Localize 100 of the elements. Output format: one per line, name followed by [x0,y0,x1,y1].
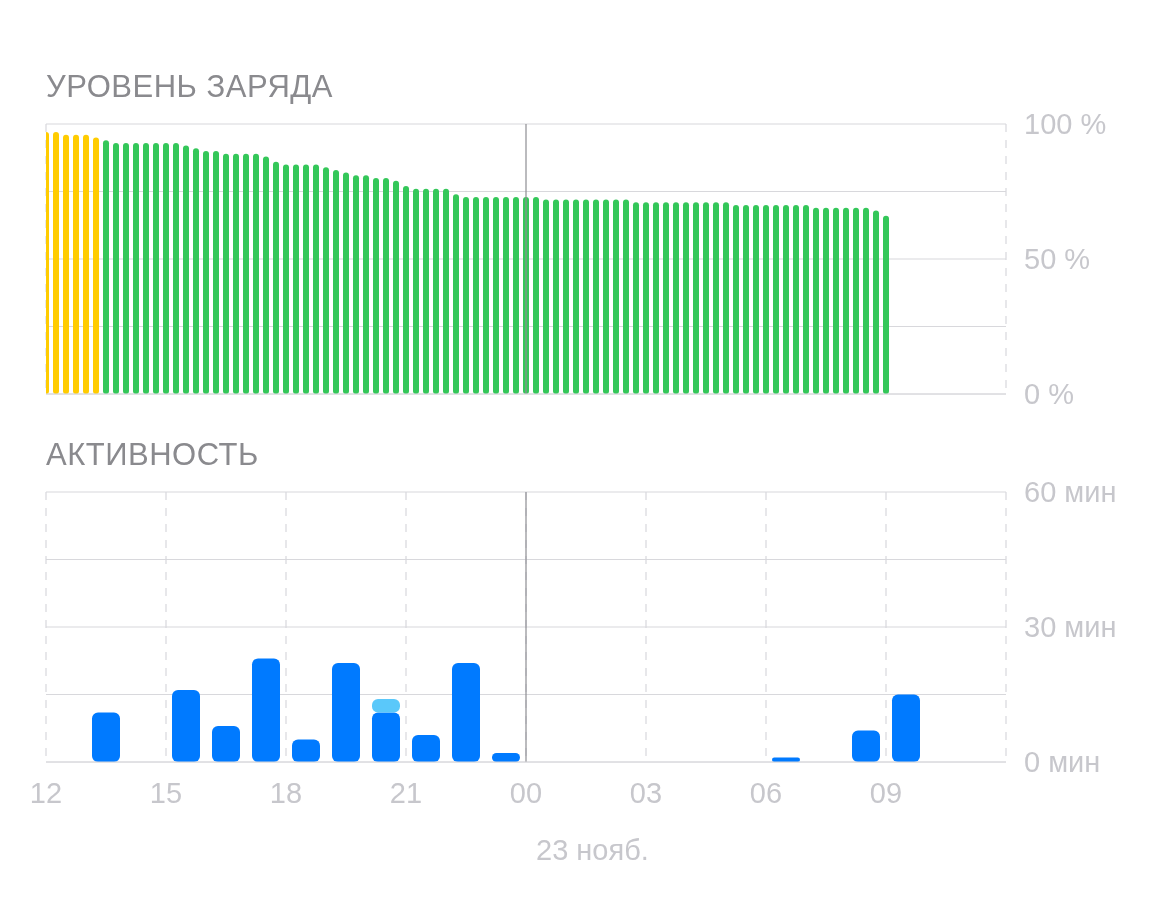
bar [133,142,139,394]
bar [803,205,809,394]
bar [793,205,799,394]
bar [213,151,219,394]
bar [553,199,559,394]
bar [303,164,309,394]
bar [383,178,389,394]
chart-title: УРОВЕНЬ ЗАРЯДА [46,68,334,106]
bar [703,202,709,394]
bar [463,196,469,394]
bar [483,196,489,394]
bar [823,207,829,394]
bar [203,151,209,394]
bar [593,199,599,394]
bar [723,202,729,394]
x-tick-label: 00 [509,776,543,809]
bar [113,142,119,394]
bar [93,137,99,394]
bar [533,196,539,394]
bar [423,188,429,394]
bar [503,196,509,394]
bar [883,215,889,394]
bar [643,202,649,394]
bar [453,194,459,394]
bar [263,156,269,394]
y-tick-label: 100 % [1024,108,1107,141]
bar [373,178,379,394]
bar [763,205,769,394]
bar [313,164,319,394]
x-tick-label: 15 [149,776,183,809]
bar [563,199,569,394]
bar [153,142,159,394]
bar [753,205,759,394]
bar [623,199,629,394]
bar [283,164,289,394]
bar [353,175,359,394]
bar [743,205,749,394]
x-tick-label: 21 [389,776,423,809]
bar [273,161,279,394]
x-tick-label: 12 [29,776,63,809]
bar [573,199,579,394]
x-tick-label: 18 [269,776,303,809]
bar [73,134,79,394]
y-tick-label: 0 % [1024,378,1074,411]
bar [493,196,499,394]
bar [733,205,739,394]
bar [53,132,59,394]
bar [173,142,179,394]
bar [193,148,199,394]
y-tick-label: 50 % [1024,243,1091,276]
bar [613,199,619,394]
bar [223,153,229,394]
chart-title: АКТИВНОСТЬ [46,436,260,474]
bar [363,175,369,394]
bar [713,202,719,394]
bar [163,142,169,394]
bar [843,207,849,394]
bar [403,186,409,394]
bar [253,153,259,394]
y-tick-label: 60 мин [1024,476,1117,509]
bar [233,153,239,394]
bar [343,172,349,394]
bar [673,202,679,394]
bar [243,153,249,394]
bar [83,134,89,394]
bar [663,202,669,394]
bar [183,145,189,394]
y-tick-label: 0 мин [1024,746,1101,779]
bar [783,205,789,394]
text: 23 нояб. [536,834,649,867]
bar [583,199,589,394]
bar [693,202,699,394]
bar [103,140,109,394]
bar [63,134,69,394]
x-tick-label: 06 [749,776,783,809]
bar [323,167,329,394]
x-tick-label: 09 [869,776,903,809]
x-tick-label: 03 [629,776,663,809]
bar [873,210,879,394]
bar [433,188,439,394]
bar [123,142,129,394]
bar [143,142,149,394]
bar [413,188,419,394]
bar [773,205,779,394]
bar [633,202,639,394]
bar [513,196,519,394]
bar [853,207,859,394]
bar [813,207,819,394]
bar [293,164,299,394]
bar [863,207,869,394]
bar [833,207,839,394]
bar [333,169,339,394]
y-tick-label: 30 мин [1024,611,1117,644]
bar [683,202,689,394]
bar [653,202,659,394]
bar [443,188,449,394]
bar [393,180,399,394]
bar [473,196,479,394]
bar [603,199,609,394]
bar [543,199,549,394]
